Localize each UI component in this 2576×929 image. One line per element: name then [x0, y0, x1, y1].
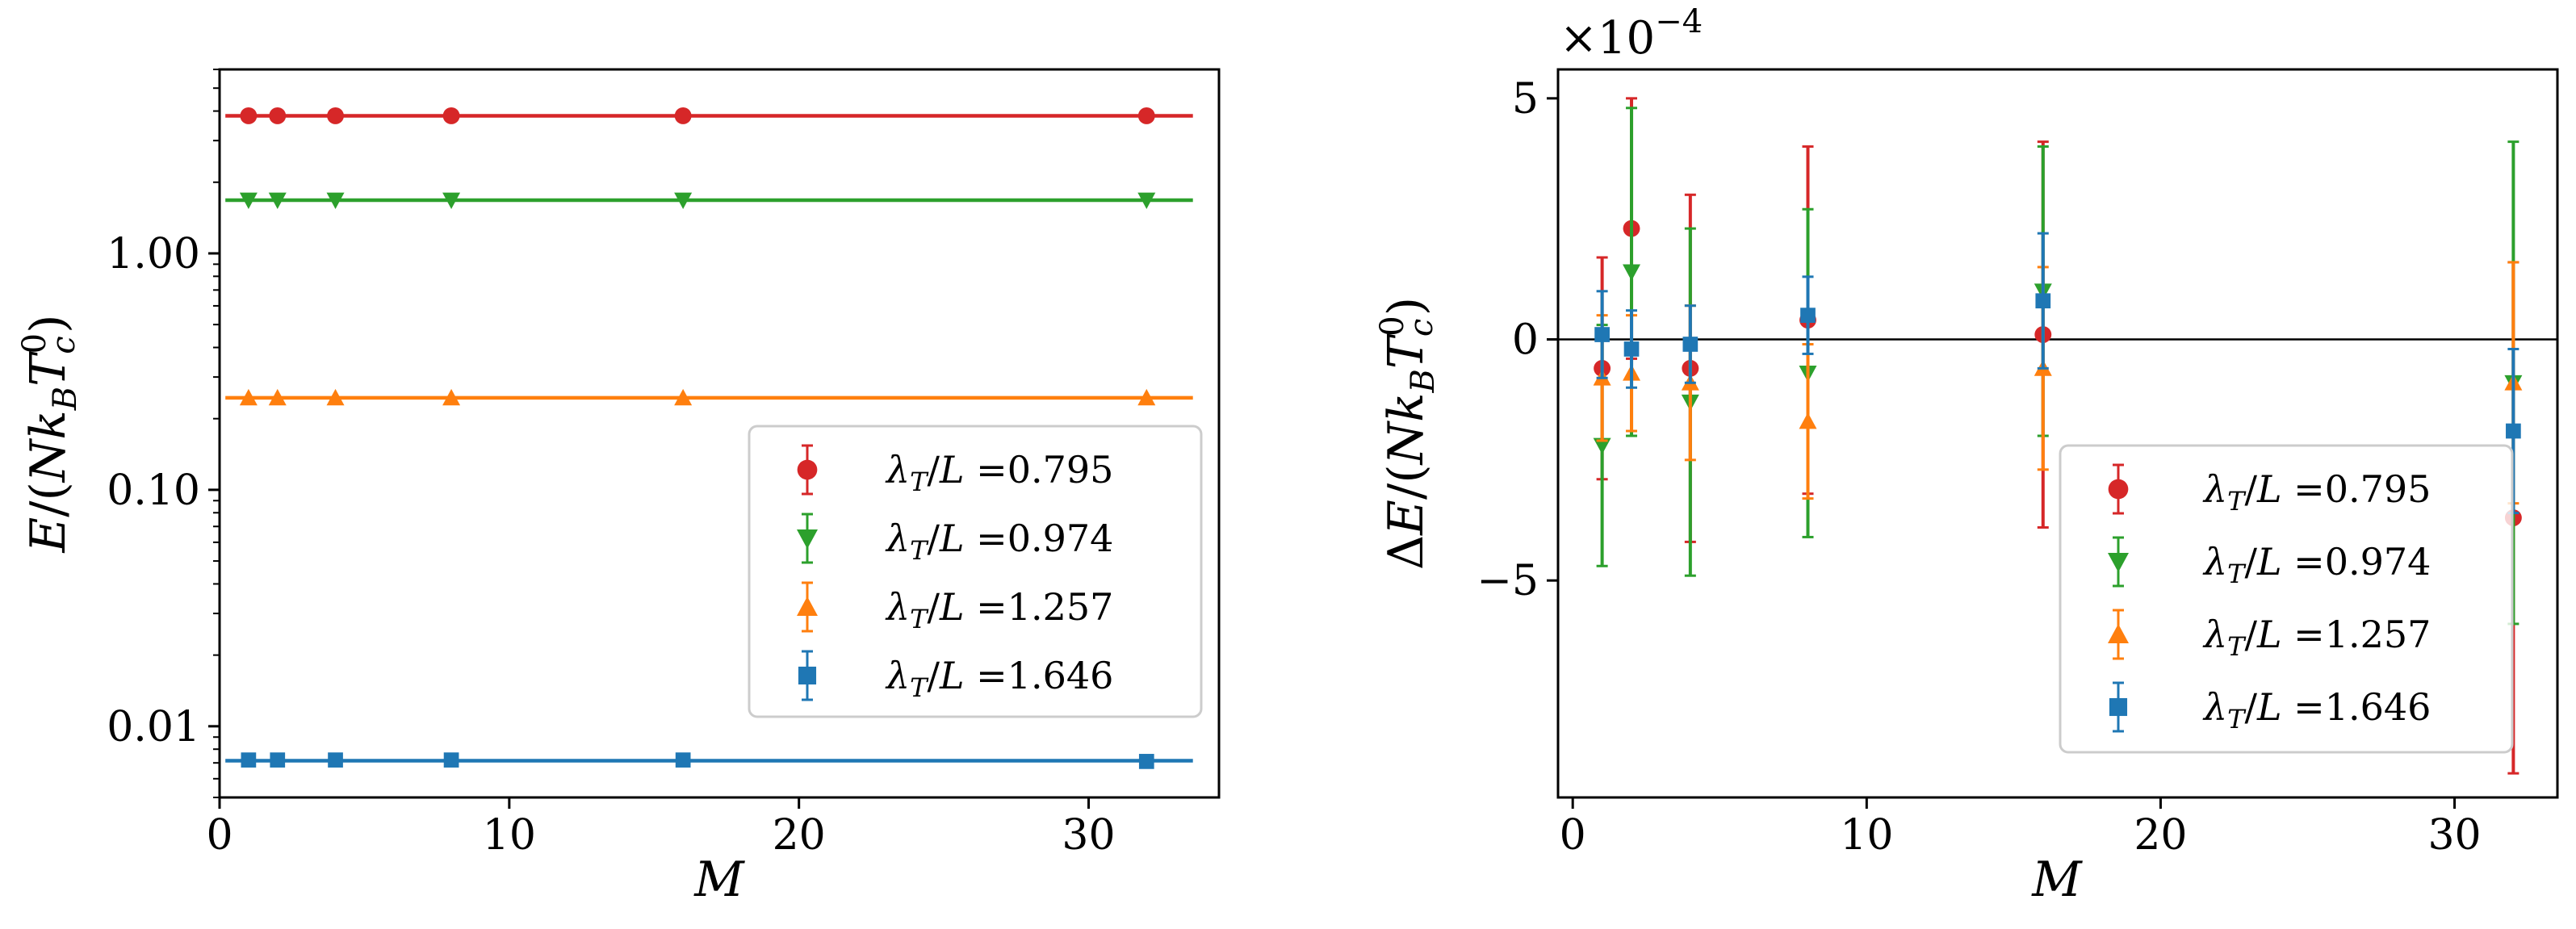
left-axis-ticks: 0 10 20 30 0.01 0.10 1.00	[107, 69, 1116, 860]
right-y-tick-label: −5	[1476, 557, 1539, 605]
right-legend: λT/L =0.795 λT/L =0.974 λT/L =1.257 λT/L =1…	[2059, 444, 2514, 754]
left-legend-marker	[798, 666, 817, 685]
right-plot-frame	[1556, 68, 2559, 799]
left-data-point	[1137, 192, 1156, 209]
right-x-tick-label: 30	[2427, 811, 2481, 860]
right-data-point	[2035, 293, 2051, 309]
left-data-point	[327, 107, 344, 124]
right-legend-marker	[2108, 552, 2129, 572]
left-data-point	[675, 752, 691, 768]
left-data-point	[442, 192, 461, 209]
right-data-point	[1800, 308, 1816, 323]
left-legend-label: λT/L =1.257	[885, 585, 1113, 634]
right-x-tick-label: 10	[1840, 811, 1893, 860]
left-data-point	[239, 388, 258, 406]
left-y-tick-label: 1.00	[107, 230, 200, 278]
left-plot-frame	[218, 68, 1221, 799]
left-data-point	[268, 388, 287, 406]
right-x-axis-label: M	[2031, 852, 2083, 908]
left-x-axis-label: M	[693, 852, 745, 908]
svg-text:ΔE/(NkBTc0): ΔE/(NkBTc0)	[1374, 297, 1442, 570]
left-data-point	[442, 388, 461, 406]
left-data-point	[240, 107, 258, 124]
left-data-point	[326, 388, 345, 406]
right-legend-box	[2059, 444, 2514, 754]
right-legend-label: λT/L =1.257	[2202, 613, 2431, 662]
right-legend-marker	[2109, 697, 2128, 717]
right-data-point	[1623, 264, 1641, 281]
left-legend-marker	[797, 459, 818, 480]
left-legend-label: λT/L =0.795	[885, 448, 1113, 497]
left-data-point	[241, 752, 257, 768]
right-legend-label: λT/L =0.795	[2202, 467, 2431, 517]
left-data-point	[269, 107, 287, 124]
left-legend-marker	[797, 596, 818, 617]
left-legend-label: λT/L =0.974	[885, 517, 1113, 566]
right-data-point	[2506, 423, 2521, 439]
right-data-point	[1623, 341, 1640, 357]
left-y-axis-label: E/(NkBTc0)	[16, 314, 84, 553]
left-legend: λT/L =0.795 λT/L =0.974 λT/L =1.257 λT/L =1…	[748, 425, 1203, 718]
left-data-point	[239, 192, 258, 209]
left-data-point	[326, 192, 345, 209]
left-data-markers	[239, 107, 1156, 769]
right-legend-marker	[2108, 479, 2129, 500]
right-panel: 0 10 20 30 5 0 −5 M ΔE/(NkBTc0) ×10−4 λT/L =0.…	[1374, 3, 2559, 908]
left-data-point	[328, 752, 343, 768]
left-panel: 0 10 20 30 0.01 0.10 1.00 M E/(NkBTc0) λT/L =0…	[16, 68, 1221, 908]
left-data-point	[270, 752, 286, 768]
left-legend-label: λT/L =1.646	[885, 654, 1113, 703]
right-legend-label: λT/L =1.646	[2202, 685, 2431, 734]
left-y-tick-label: 0.10	[107, 467, 200, 515]
left-y-tick-label: 0.01	[107, 703, 200, 751]
left-data-point	[674, 107, 692, 124]
right-x-tick-label: 0	[1560, 811, 1586, 860]
left-data-point	[443, 752, 459, 768]
right-data-point	[1682, 337, 1698, 352]
right-offset-label: ×10−4	[1560, 3, 1703, 65]
left-x-tick-label: 20	[773, 811, 826, 860]
left-data-point	[1138, 754, 1154, 769]
left-data-point	[268, 192, 287, 209]
left-x-tick-label: 30	[1062, 811, 1115, 860]
left-x-tick-label: 0	[206, 811, 232, 860]
right-data-point	[1593, 437, 1611, 454]
left-data-point	[1137, 388, 1156, 406]
left-data-point	[442, 107, 460, 124]
left-data-point	[1137, 107, 1155, 124]
right-axis-ticks: 0 10 20 30 5 0 −5	[1476, 75, 2481, 860]
svg-text:E/(NkBTc0): E/(NkBTc0)	[16, 314, 84, 553]
left-legend-marker	[797, 529, 818, 549]
right-y-tick-label: 5	[1512, 75, 1539, 123]
right-data-point	[1594, 327, 1610, 342]
left-data-point	[674, 388, 693, 406]
left-x-tick-label: 10	[483, 811, 536, 860]
right-y-tick-label: 0	[1512, 316, 1539, 365]
right-y-axis-label: ΔE/(NkBTc0)	[1374, 297, 1442, 570]
right-legend-marker	[2108, 624, 2129, 644]
right-legend-label: λT/L =0.974	[2202, 540, 2431, 589]
left-legend-box	[748, 425, 1203, 718]
left-data-point	[674, 192, 693, 209]
right-data-point	[1799, 412, 1817, 429]
left-fit-lines	[225, 114, 1193, 763]
right-x-tick-label: 20	[2134, 811, 2187, 860]
